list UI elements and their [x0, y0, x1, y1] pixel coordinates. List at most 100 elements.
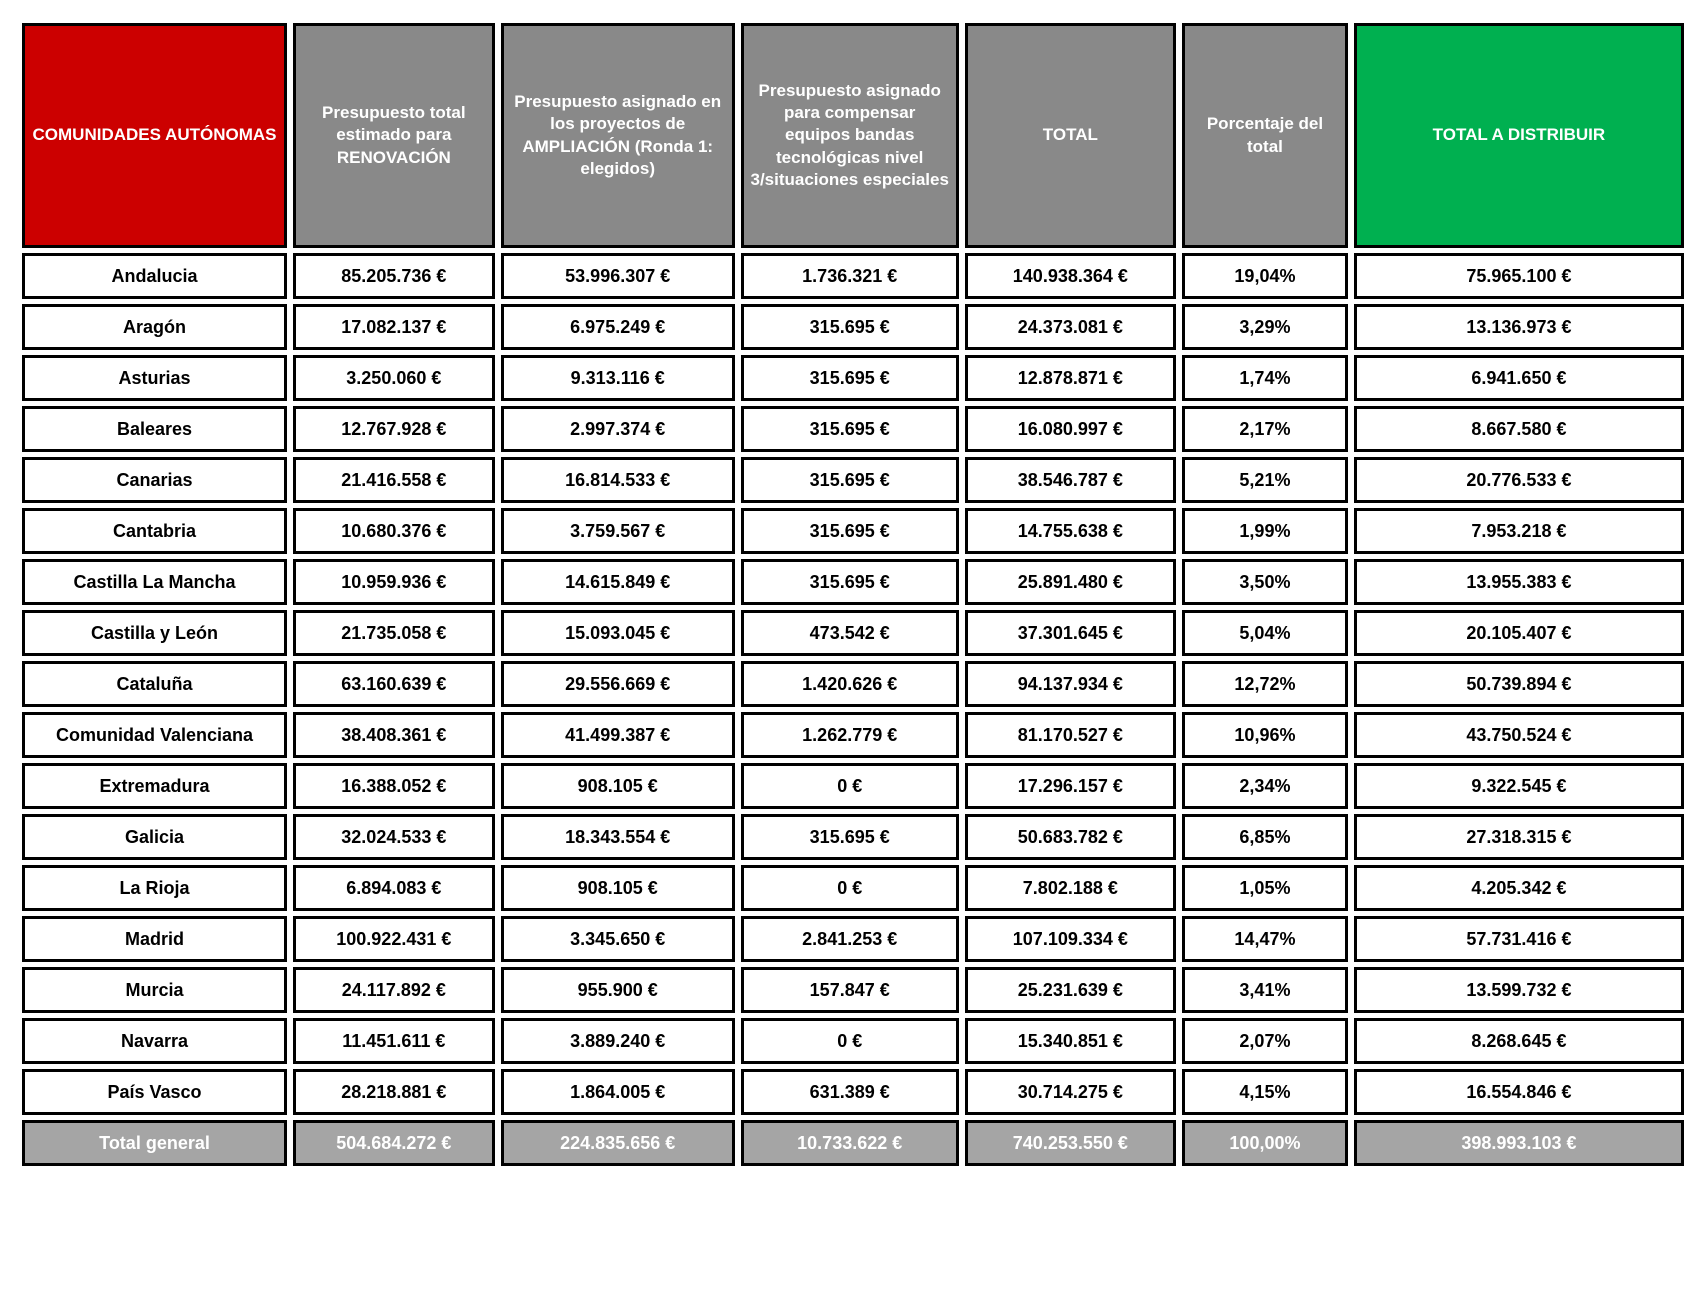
value-cell: 12,72%	[1182, 661, 1348, 707]
value-cell: 12.767.928 €	[293, 406, 495, 452]
table-row: La Rioja 6.894.083 €908.105 €0 €7.802.188…	[22, 865, 1684, 911]
value-cell: 1.736.321 €	[740, 253, 959, 299]
value-cell: 2.997.374 €	[500, 406, 735, 452]
value-cell: 38.408.361 €	[293, 712, 495, 758]
table-row: Murcia 24.117.892 €955.900 €157.847 €25.2…	[22, 967, 1684, 1013]
column-header-2: Presupuesto total estimado para RENOVACI…	[293, 23, 495, 248]
table-row: Galicia 32.024.533 €18.343.554 €315.695 €…	[22, 814, 1684, 860]
community-name-cell: Aragón	[22, 304, 288, 350]
value-cell: 13.599.732 €	[1353, 967, 1684, 1013]
value-cell: 3.889.240 €	[500, 1018, 735, 1064]
community-name-cell: Extremadura	[22, 763, 288, 809]
table-row: Castilla y León 21.735.058 €15.093.045 €4…	[22, 610, 1684, 656]
value-cell: 37.301.645 €	[964, 610, 1177, 656]
value-cell: 75.965.100 €	[1353, 253, 1684, 299]
value-cell: 107.109.334 €	[964, 916, 1177, 962]
value-cell: 1.262.779 €	[740, 712, 959, 758]
value-cell: 1,99%	[1182, 508, 1348, 554]
value-cell: 6,85%	[1182, 814, 1348, 860]
value-cell: 20.105.407 €	[1353, 610, 1684, 656]
value-cell: 13.955.383 €	[1353, 559, 1684, 605]
table-row: Extremadura 16.388.052 €908.105 €0 €17.29…	[22, 763, 1684, 809]
value-cell: 9.322.545 €	[1353, 763, 1684, 809]
value-cell: 473.542 €	[740, 610, 959, 656]
value-cell: 15.093.045 €	[500, 610, 735, 656]
value-cell: 908.105 €	[500, 865, 735, 911]
value-cell: 8.667.580 €	[1353, 406, 1684, 452]
table-row: Comunidad Valenciana 38.408.361 €41.499.3…	[22, 712, 1684, 758]
budget-table: COMUNIDADES AUTÓNOMAS Presupuesto total e…	[16, 18, 1690, 1171]
total-value-cell: 100,00%	[1182, 1120, 1348, 1166]
table-row: Aragón 17.082.137 €6.975.249 €315.695 €24…	[22, 304, 1684, 350]
value-cell: 85.205.736 €	[293, 253, 495, 299]
value-cell: 14,47%	[1182, 916, 1348, 962]
table-header: COMUNIDADES AUTÓNOMAS Presupuesto total e…	[22, 23, 1684, 248]
value-cell: 50.739.894 €	[1353, 661, 1684, 707]
value-cell: 3,50%	[1182, 559, 1348, 605]
value-cell: 6.941.650 €	[1353, 355, 1684, 401]
total-value-cell: 398.993.103 €	[1353, 1120, 1684, 1166]
value-cell: 12.878.871 €	[964, 355, 1177, 401]
value-cell: 24.373.081 €	[964, 304, 1177, 350]
total-label-cell: Total general	[22, 1120, 288, 1166]
table-row: Cataluña 63.160.639 €29.556.669 €1.420.62…	[22, 661, 1684, 707]
value-cell: 20.776.533 €	[1353, 457, 1684, 503]
total-value-cell: 740.253.550 €	[964, 1120, 1177, 1166]
table-row: Cantabria 10.680.376 €3.759.567 €315.695 …	[22, 508, 1684, 554]
value-cell: 3.345.650 €	[500, 916, 735, 962]
table-body: Andalucia 85.205.736 €53.996.307 €1.736.3…	[22, 253, 1684, 1166]
value-cell: 1.420.626 €	[740, 661, 959, 707]
table-row: Madrid 100.922.431 €3.345.650 €2.841.253 …	[22, 916, 1684, 962]
header-row: COMUNIDADES AUTÓNOMAS Presupuesto total e…	[22, 23, 1684, 248]
value-cell: 14.755.638 €	[964, 508, 1177, 554]
community-name-cell: Cantabria	[22, 508, 288, 554]
value-cell: 7.802.188 €	[964, 865, 1177, 911]
value-cell: 38.546.787 €	[964, 457, 1177, 503]
value-cell: 29.556.669 €	[500, 661, 735, 707]
value-cell: 2,17%	[1182, 406, 1348, 452]
value-cell: 18.343.554 €	[500, 814, 735, 860]
value-cell: 8.268.645 €	[1353, 1018, 1684, 1064]
total-value-cell: 10.733.622 €	[740, 1120, 959, 1166]
value-cell: 28.218.881 €	[293, 1069, 495, 1115]
value-cell: 908.105 €	[500, 763, 735, 809]
community-name-cell: Murcia	[22, 967, 288, 1013]
value-cell: 1,05%	[1182, 865, 1348, 911]
value-cell: 0 €	[740, 865, 959, 911]
community-name-cell: Baleares	[22, 406, 288, 452]
value-cell: 94.137.934 €	[964, 661, 1177, 707]
value-cell: 50.683.782 €	[964, 814, 1177, 860]
value-cell: 27.318.315 €	[1353, 814, 1684, 860]
community-name-cell: Cataluña	[22, 661, 288, 707]
value-cell: 315.695 €	[740, 559, 959, 605]
value-cell: 3.250.060 €	[293, 355, 495, 401]
table-row: Baleares 12.767.928 €2.997.374 €315.695 €…	[22, 406, 1684, 452]
table-row: Canarias 21.416.558 €16.814.533 €315.695 …	[22, 457, 1684, 503]
value-cell: 25.891.480 €	[964, 559, 1177, 605]
community-name-cell: Galicia	[22, 814, 288, 860]
value-cell: 315.695 €	[740, 355, 959, 401]
table-row: Asturias 3.250.060 €9.313.116 €315.695 €1…	[22, 355, 1684, 401]
value-cell: 24.117.892 €	[293, 967, 495, 1013]
value-cell: 315.695 €	[740, 814, 959, 860]
value-cell: 5,04%	[1182, 610, 1348, 656]
community-name-cell: Navarra	[22, 1018, 288, 1064]
value-cell: 43.750.524 €	[1353, 712, 1684, 758]
value-cell: 1,74%	[1182, 355, 1348, 401]
value-cell: 0 €	[740, 763, 959, 809]
value-cell: 315.695 €	[740, 457, 959, 503]
table-row: Navarra 11.451.611 €3.889.240 €0 €15.340.…	[22, 1018, 1684, 1064]
value-cell: 10.680.376 €	[293, 508, 495, 554]
community-name-cell: Comunidad Valenciana	[22, 712, 288, 758]
community-name-cell: La Rioja	[22, 865, 288, 911]
value-cell: 41.499.387 €	[500, 712, 735, 758]
value-cell: 32.024.533 €	[293, 814, 495, 860]
value-cell: 9.313.116 €	[500, 355, 735, 401]
value-cell: 15.340.851 €	[964, 1018, 1177, 1064]
value-cell: 17.296.157 €	[964, 763, 1177, 809]
community-name-cell: Castilla La Mancha	[22, 559, 288, 605]
community-name-cell: País Vasco	[22, 1069, 288, 1115]
column-header-7: TOTAL A DISTRIBUIR	[1353, 23, 1684, 248]
value-cell: 53.996.307 €	[500, 253, 735, 299]
value-cell: 315.695 €	[740, 304, 959, 350]
